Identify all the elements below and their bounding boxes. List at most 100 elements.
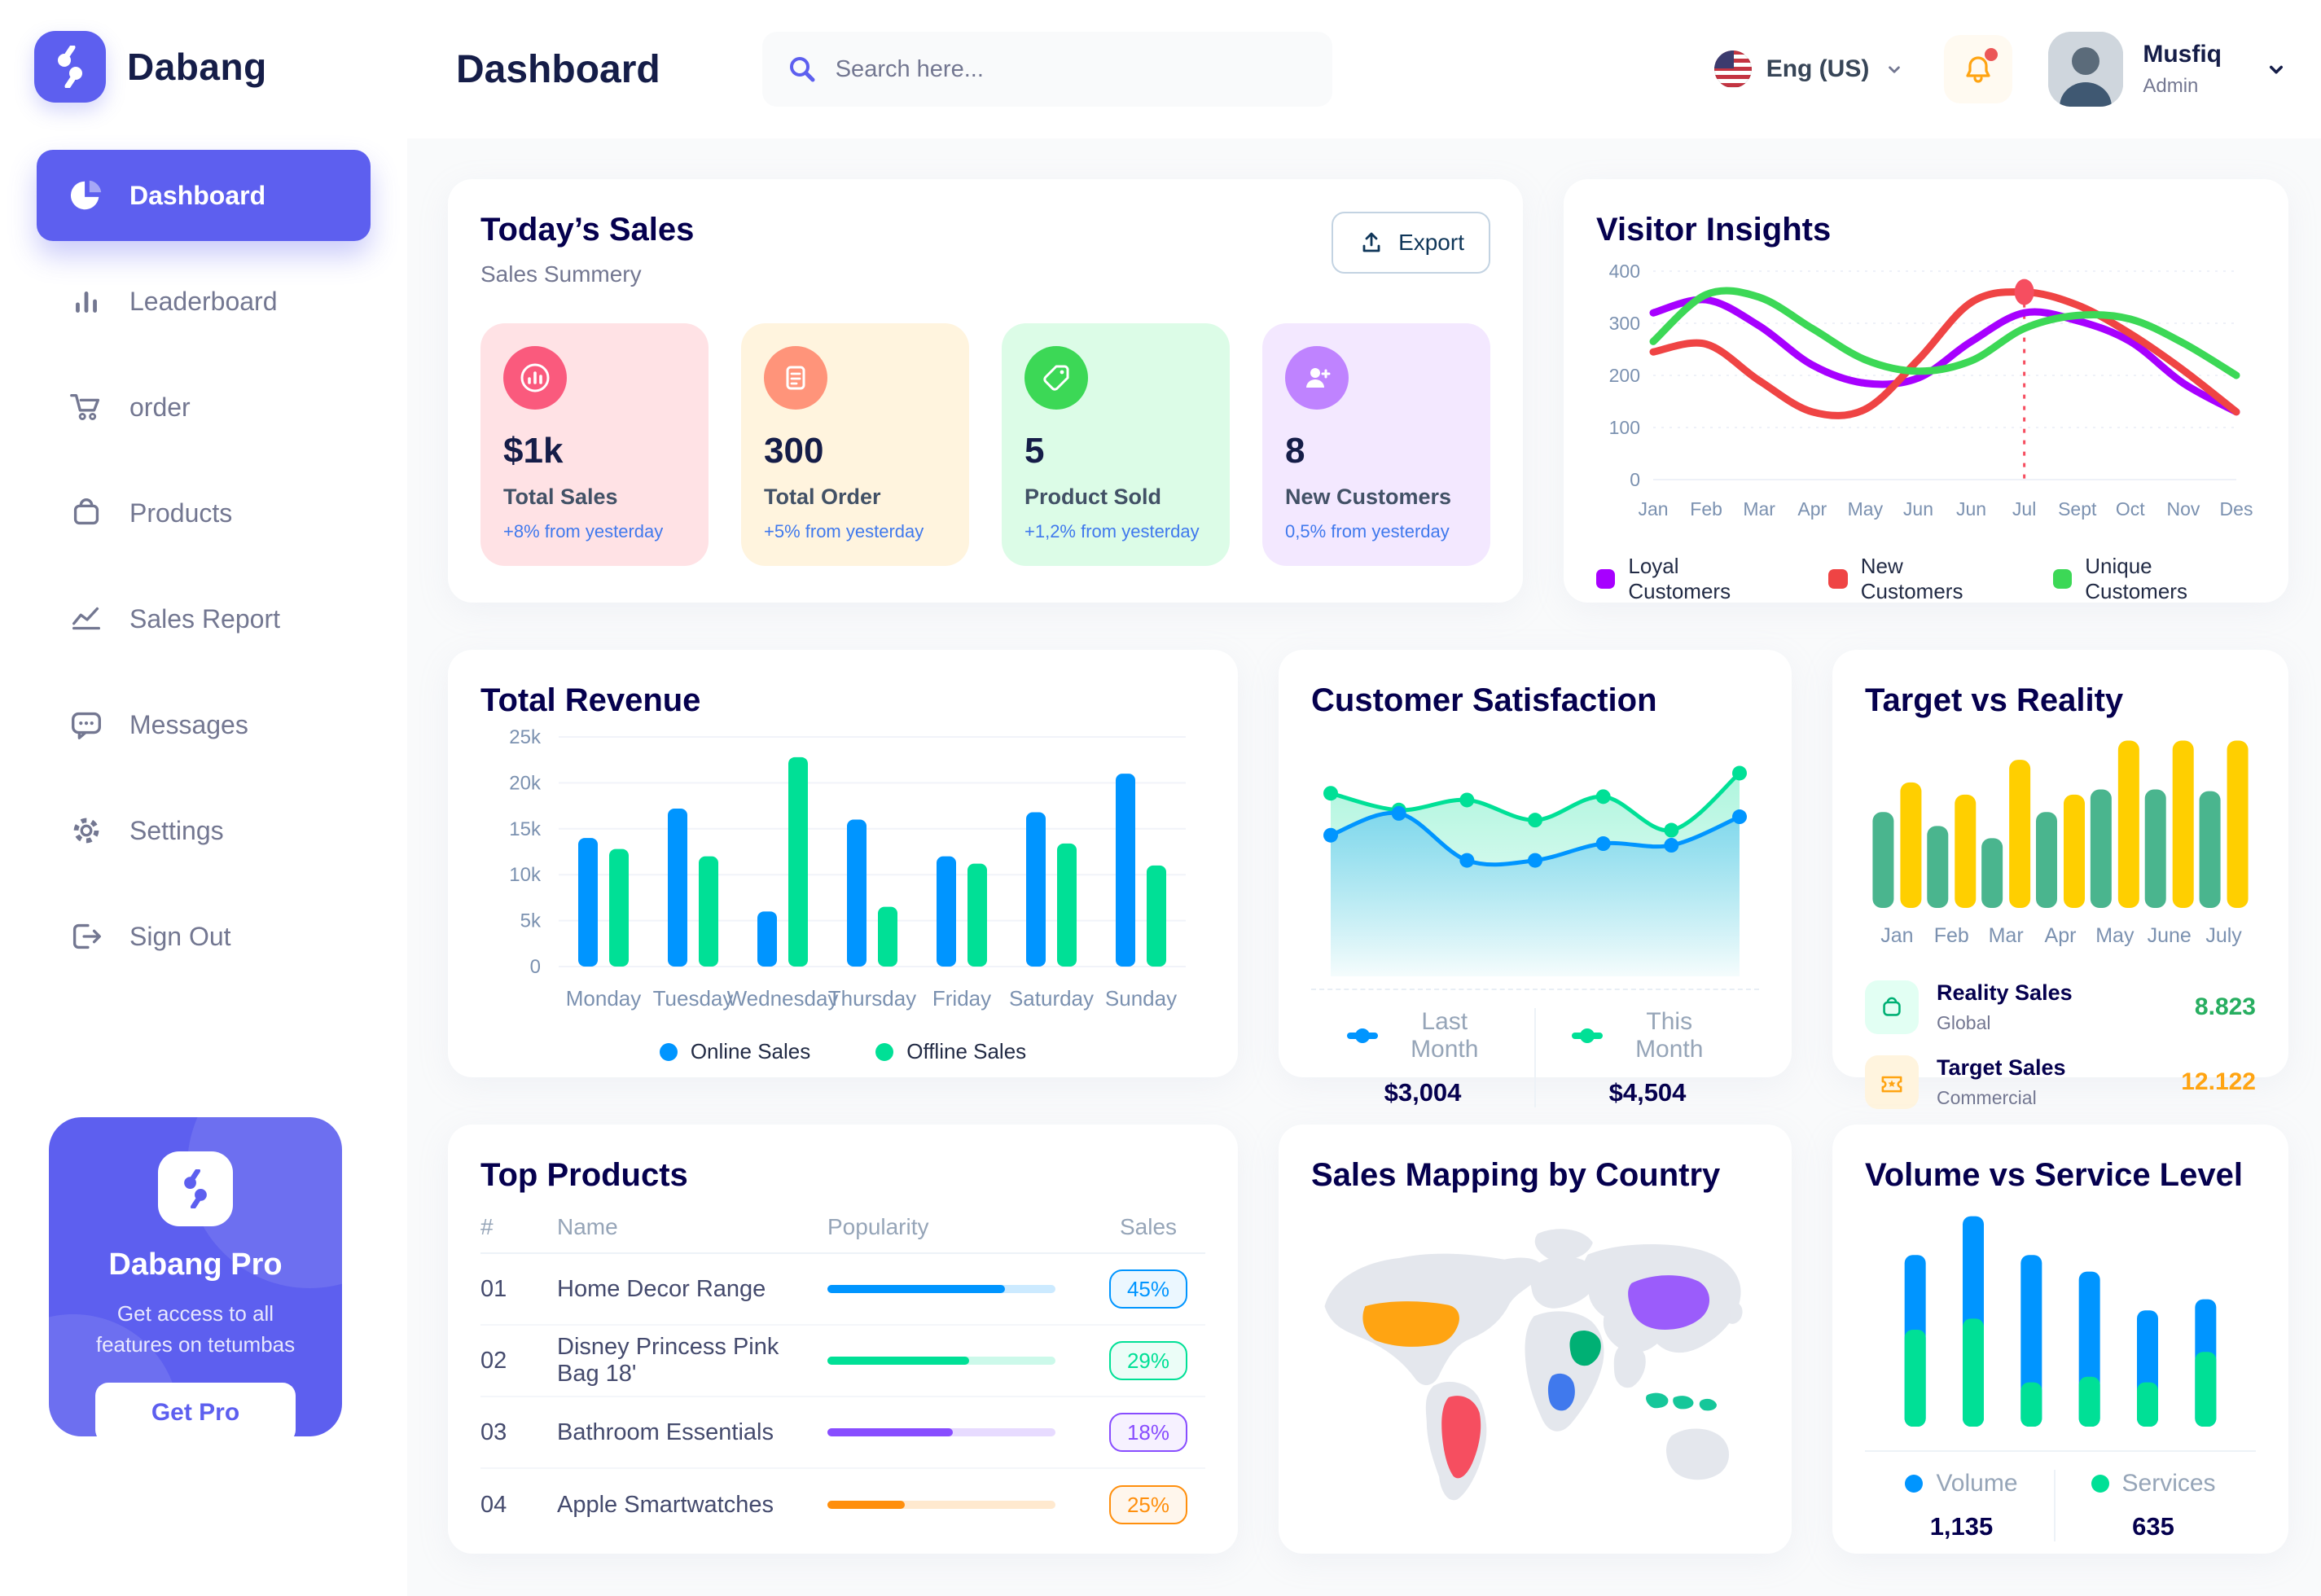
svg-text:0: 0 (530, 956, 541, 978)
landmass-india (1613, 1344, 1646, 1388)
sidebar-item-products[interactable]: Products (37, 467, 371, 559)
sales-badge: 25% (1109, 1485, 1187, 1524)
legend-value: 635 (2132, 1512, 2174, 1541)
sidebar-item-dashboard[interactable]: Dashboard (37, 150, 371, 241)
metric-product-sold: 5 Product Sold +1,2% from yesterday (1002, 323, 1230, 566)
sidebar-item-label: order (129, 392, 191, 422)
total-revenue-card: Total Revenue 0 5k 10k 15k 20k 25k Monday Tuesd… (448, 650, 1238, 1077)
sale-metric-cards: $1k Total Sales +8% from yesterday 300 (480, 323, 1490, 566)
svg-text:Jan: Jan (1638, 498, 1668, 520)
pro-logo-icon (158, 1151, 233, 1226)
sidebar-item-label: Sales Report (129, 603, 280, 634)
sidebar-item-sales-report[interactable]: Sales Report (37, 573, 371, 664)
visitor-insights-card: Visitor Insights 0 100 200 300 400 Jan Feb Mar A… (1564, 179, 2288, 603)
notifications-button[interactable] (1944, 35, 2013, 103)
sidebar-nav: Dashboard Leaderboard order Products (0, 127, 407, 982)
sales-badge: 18% (1109, 1413, 1187, 1452)
brand: Dabang (0, 0, 407, 127)
sidebar-item-order[interactable]: order (37, 362, 371, 453)
product-name: Disney Princess Pink Bag 18' (557, 1334, 779, 1387)
legend-label: Volume (1936, 1470, 2018, 1497)
svg-text:Monday: Monday (566, 986, 642, 1011)
message-icon (72, 712, 101, 739)
row-2: Total Revenue 0 5k 10k 15k 20k 25k Monday Tuesd… (448, 650, 2288, 1109)
legend-entry: Last Month $3,004 (1311, 1008, 1534, 1107)
table-row: 01 Home Decor Range 45% (480, 1254, 1205, 1326)
svg-text:10k: 10k (509, 864, 542, 886)
legend-value: 12.122 (2181, 1068, 2256, 1095)
legend-label: Online Sales (690, 1039, 811, 1063)
top-products-card: Top Products # Name Popularity Sales 01 … (448, 1125, 1238, 1554)
country-dr-congo[interactable] (1547, 1373, 1575, 1411)
country-brazil[interactable] (1441, 1396, 1481, 1479)
landmass-australia (1666, 1428, 1730, 1480)
top-header: Dashboard Eng (US) Musfiq (407, 0, 2321, 138)
new-customer-icon (1285, 346, 1349, 410)
svg-text:Jun: Jun (1903, 498, 1933, 520)
gear-icon (73, 818, 99, 844)
profile-texts: Musfiq Admin (2143, 41, 2222, 98)
legend-label: Last Month (1411, 1008, 1479, 1063)
pie-chart-icon (70, 180, 102, 210)
get-pro-button[interactable]: Get Pro (95, 1383, 296, 1436)
metric-total-sales: $1k Total Sales +8% from yesterday (480, 323, 709, 566)
pro-upsell-card: Dabang Pro Get access to all features on… (49, 1117, 342, 1436)
tag-icon (1024, 346, 1088, 410)
sidebar-item-label: Dashboard (129, 180, 266, 210)
legend-swatch (1828, 569, 1848, 589)
total-revenue-legend: Online Sales Offline Sales (480, 1039, 1205, 1064)
legend-dot (659, 1042, 678, 1061)
country-indonesia[interactable] (1646, 1392, 1717, 1411)
svg-text:Saturday: Saturday (1009, 986, 1094, 1011)
svg-text:Oct: Oct (2116, 498, 2145, 520)
divider (1311, 989, 1759, 990)
sidebar-item-leaderboard[interactable]: Leaderboard (37, 256, 371, 347)
legend-value: $3,004 (1384, 1078, 1462, 1107)
customer-satisfaction-card: Customer Satisfaction Last Month $3,004 … (1279, 650, 1792, 1107)
todays-sales-title: Today’s Sales (480, 212, 695, 248)
svg-text:Thursday: Thursday (828, 986, 916, 1011)
product-rank: 04 (480, 1491, 507, 1518)
svg-text:20k: 20k (509, 772, 542, 794)
table-row: 03 Bathroom Essentials 18% (480, 1397, 1205, 1469)
sidebar-item-messages[interactable]: Messages (37, 679, 371, 770)
profile-menu[interactable]: Musfiq Admin (2048, 32, 2288, 107)
user-name: Musfiq (2143, 41, 2222, 68)
customer-satisfaction-chart (1311, 730, 1759, 980)
country-china[interactable] (1628, 1275, 1710, 1330)
svg-text:Mar: Mar (1989, 924, 2024, 947)
search-input[interactable] (835, 55, 1308, 83)
country-united-states[interactable] (1362, 1301, 1459, 1347)
legend-item: Loyal Customers (1596, 554, 1783, 604)
export-icon (1362, 232, 1380, 252)
legend-entry: Volume 1,135 (1869, 1470, 2053, 1541)
sales-badge: 45% (1109, 1269, 1187, 1309)
brand-name: Dabang (127, 46, 267, 88)
table-header: # Name Popularity Sales (480, 1202, 1205, 1254)
legend-entry: Services 635 (2053, 1470, 2252, 1541)
popularity-bar (827, 1285, 1055, 1293)
svg-text:July: July (2205, 924, 2242, 947)
avatar (2048, 32, 2124, 107)
sidebar-item-sign-out[interactable]: Sign Out (37, 891, 371, 982)
language-selector[interactable]: Eng (US) (1713, 50, 1906, 88)
landmass-europe (1529, 1256, 1597, 1309)
brand-logo-icon (34, 31, 106, 103)
todays-sales-card: Today’s Sales Sales Summery Export (448, 179, 1523, 603)
sidebar-item-settings[interactable]: Settings (37, 785, 371, 876)
divider (1865, 1450, 2256, 1452)
svg-text:200: 200 (1609, 365, 1640, 386)
svg-text:Sunday: Sunday (1105, 986, 1177, 1011)
bell-icon (1966, 56, 1990, 83)
customer-satisfaction-legend: Last Month $3,004 This Month $4,504 (1311, 1008, 1759, 1107)
search-box[interactable] (761, 32, 1332, 107)
bag-icon (1865, 980, 1919, 1034)
legend-label: Loyal Customers (1628, 554, 1731, 603)
svg-text:5k: 5k (520, 910, 542, 932)
todays-sales-subtitle: Sales Summery (480, 261, 642, 287)
sidebar-item-label: Sign Out (129, 921, 231, 951)
target-vs-reality-card: Target vs Reality Jan Feb Mar Apr May June Jul… (1832, 650, 2288, 1109)
country-saudi-arabia[interactable] (1569, 1331, 1601, 1366)
export-button[interactable]: Export (1332, 212, 1490, 274)
legend-dot (875, 1042, 894, 1061)
